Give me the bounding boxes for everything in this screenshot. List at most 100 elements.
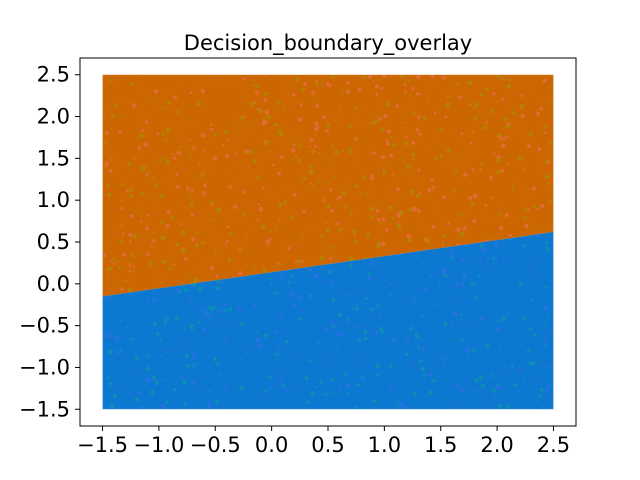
scatter-point — [132, 270, 136, 274]
scatter-point — [227, 306, 233, 312]
scatter-point — [286, 242, 291, 247]
scatter-point — [488, 94, 492, 98]
scatter-point — [546, 182, 550, 186]
scatter-point — [291, 375, 295, 379]
scatter-point — [295, 212, 300, 216]
scatter-point — [325, 128, 330, 133]
scatter-point — [451, 285, 455, 289]
scatter-point — [292, 303, 297, 308]
scatter-point — [480, 103, 483, 106]
scatter-point — [269, 230, 273, 233]
scatter-point — [548, 141, 553, 145]
scatter-point — [255, 343, 258, 347]
scatter-point — [119, 98, 124, 104]
x-tick-label: −0.5 — [190, 433, 241, 457]
scatter-point — [326, 274, 329, 277]
scatter-point — [370, 218, 374, 222]
scatter-point — [516, 179, 520, 183]
scatter-point — [294, 154, 298, 158]
scatter-point — [126, 354, 132, 359]
scatter-point — [270, 370, 273, 374]
scatter-point — [197, 122, 200, 126]
scatter-point — [537, 225, 540, 228]
scatter-point — [165, 396, 170, 401]
scatter-point — [244, 210, 249, 215]
scatter-point — [262, 267, 267, 272]
scatter-point — [366, 380, 369, 384]
scatter-point — [193, 277, 198, 283]
x-tick-label: 0.5 — [311, 433, 344, 457]
scatter-point — [508, 306, 512, 310]
scatter-point — [512, 336, 517, 340]
scatter-point — [355, 324, 360, 329]
scatter-point — [271, 106, 276, 111]
scatter-point — [375, 363, 381, 369]
scatter-point — [121, 232, 125, 236]
scatter-point — [341, 190, 347, 196]
scatter-point — [138, 80, 143, 84]
scatter-point — [183, 120, 187, 123]
scatter-point — [286, 388, 290, 393]
scatter-point — [450, 384, 453, 388]
scatter-point — [408, 94, 412, 98]
scatter-point — [292, 348, 297, 354]
scatter-point — [109, 271, 114, 276]
scatter-point — [431, 185, 436, 189]
scatter-point — [348, 263, 353, 268]
scatter-point — [313, 127, 319, 132]
scatter-point — [139, 133, 144, 138]
scatter-point — [491, 250, 497, 256]
scatter-point — [426, 274, 431, 279]
scatter-point — [345, 80, 350, 85]
scatter-point — [345, 293, 349, 297]
scatter-point — [394, 364, 398, 368]
scatter-point — [372, 275, 375, 279]
scatter-point — [166, 210, 171, 215]
scatter-point — [542, 159, 545, 162]
scatter-point — [204, 224, 208, 227]
scatter-point — [158, 179, 163, 184]
scatter-point — [389, 293, 392, 297]
scatter-point — [186, 364, 190, 368]
scatter-point — [534, 354, 538, 358]
scatter-point — [462, 273, 467, 277]
scatter-point — [531, 186, 536, 191]
scatter-point — [278, 315, 284, 320]
scatter-point — [266, 91, 270, 95]
scatter-point — [479, 168, 482, 171]
scatter-point — [317, 180, 321, 183]
scatter-point — [428, 372, 433, 378]
scatter-point — [320, 234, 324, 238]
scatter-point — [223, 302, 228, 307]
scatter-point — [333, 175, 336, 178]
scatter-point — [159, 378, 162, 381]
scatter-point — [492, 233, 497, 237]
scatter-point — [173, 95, 178, 100]
scatter-point — [265, 146, 269, 150]
scatter-point — [396, 285, 401, 289]
scatter-point — [160, 393, 165, 399]
scatter-point — [428, 395, 433, 401]
scatter-point — [540, 203, 545, 208]
scatter-point — [448, 296, 451, 299]
scatter-point — [211, 382, 215, 387]
scatter-point — [190, 188, 194, 192]
scatter-point — [310, 391, 315, 395]
scatter-point — [196, 101, 201, 107]
scatter-point — [503, 116, 508, 122]
scatter-point — [402, 158, 406, 162]
scatter-point — [269, 384, 274, 389]
scatter-point — [337, 312, 342, 318]
scatter-point — [261, 120, 267, 126]
scatter-point — [288, 97, 291, 101]
scatter-point — [456, 82, 460, 86]
scatter-point — [132, 265, 136, 269]
scatter-point — [482, 125, 488, 130]
scatter-point — [552, 274, 554, 277]
scatter-point — [488, 87, 492, 91]
scatter-point — [198, 214, 203, 219]
scatter-point — [154, 102, 159, 106]
scatter-point — [402, 377, 406, 381]
scatter-point — [524, 252, 529, 256]
scatter-point — [423, 144, 427, 148]
